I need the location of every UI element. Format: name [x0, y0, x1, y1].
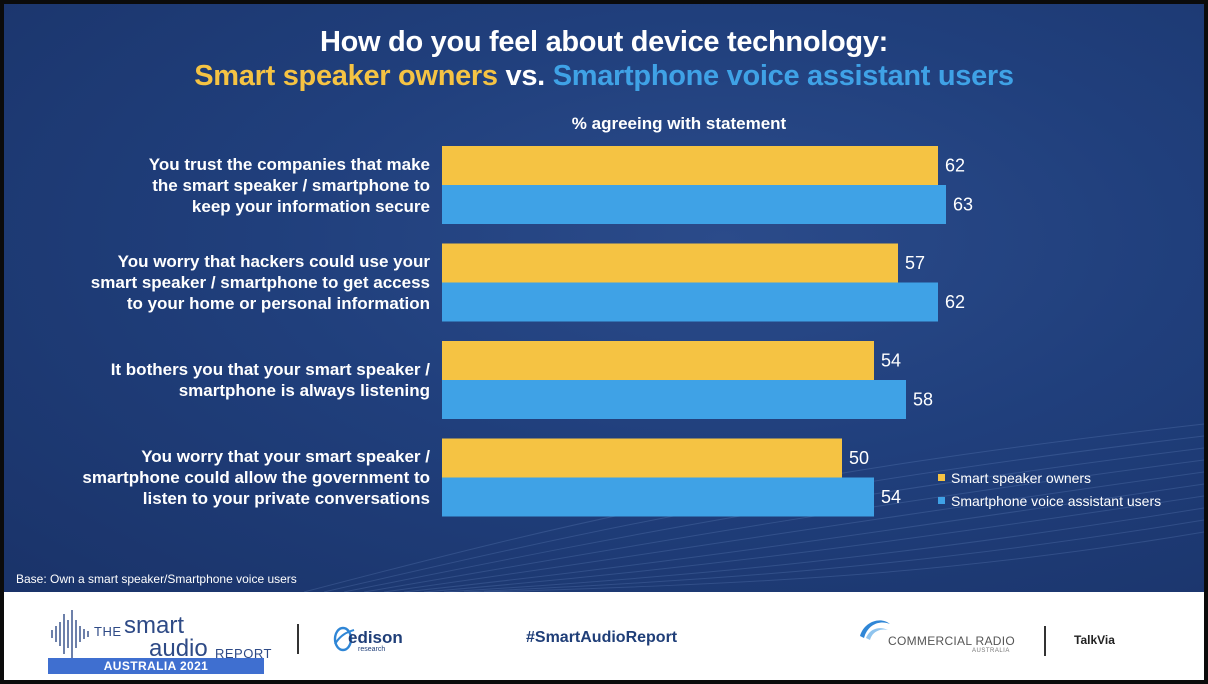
- category-label-2: You worry that hackers could use your sm…: [90, 252, 430, 313]
- legend-swatch-yellow: [938, 474, 945, 481]
- edison-wordmark: edison: [348, 628, 403, 647]
- bar-smart-speaker-2: [442, 243, 898, 283]
- base-note: Base: Own a smart speaker/Smartphone voi…: [16, 572, 297, 586]
- background-waves: [303, 423, 1204, 592]
- bar-smart-speaker-3: [442, 341, 874, 380]
- chart-title-comparison: Smart speaker owners vs. Smartphone voic…: [4, 60, 1204, 93]
- bar-smartphone-2: [442, 282, 938, 322]
- logo-smart: smart: [124, 612, 184, 639]
- category-label-4: You worry that your smart speaker / smar…: [82, 447, 430, 508]
- commercial-radio-wordmark: COMMERCIAL RADIO: [888, 634, 1016, 648]
- data-label: 57: [905, 253, 925, 273]
- legend-item-smartphone: Smartphone voice assistant users: [938, 489, 1161, 512]
- title-vs: vs.: [497, 60, 553, 92]
- legend-label: Smartphone voice assistant users: [951, 492, 1162, 509]
- footer-divider: [1044, 626, 1046, 656]
- chart-subtitle: % agreeing with statement: [571, 114, 787, 133]
- edison-swirl-icon: [333, 626, 355, 652]
- logo-the: THE: [94, 624, 122, 639]
- data-label: 63: [953, 195, 973, 215]
- chart-panel: How do you feel about device technology:…: [4, 4, 1204, 592]
- data-label: 58: [913, 390, 933, 410]
- bar-smartphone-3: [442, 380, 906, 419]
- bar-smart-speaker-4: [442, 438, 842, 478]
- legend-item-smart-speaker: Smart speaker owners: [938, 466, 1161, 489]
- legend: Smart speaker owners Smartphone voice as…: [938, 466, 1161, 512]
- commercial-radio-arc-icon: [860, 620, 890, 640]
- data-label: 62: [945, 292, 965, 312]
- chart-title: How do you feel about device technology:: [319, 26, 889, 58]
- footer-divider: [297, 624, 299, 654]
- hashtag: #SmartAudioReport: [526, 629, 678, 646]
- legend-swatch-blue: [938, 497, 945, 504]
- slide: How do you feel about device technology:…: [4, 4, 1204, 680]
- commercial-radio-subtext: AUSTRALIA: [972, 648, 1010, 654]
- commercial-radio-logo: COMMERCIAL RADIO AUSTRALIA: [856, 614, 1026, 664]
- smart-audio-report-logo: THE smart audio REPORT AUSTRALIA 2021: [48, 602, 271, 678]
- edison-research-logo: edison research: [332, 622, 422, 662]
- data-label: 54: [881, 487, 901, 507]
- title-series-a: Smart speaker owners: [194, 60, 498, 92]
- soundwave-icon: [51, 610, 89, 658]
- category-label-3: It bothers you that your smart speaker /…: [110, 360, 430, 400]
- data-label: 54: [881, 351, 901, 371]
- data-label: 62: [945, 156, 965, 176]
- logo-audio: audio: [149, 635, 208, 662]
- talkvia-logo: TalkVia: [1074, 633, 1115, 647]
- footer: THE smart audio REPORT AUSTRALIA 2021 ed…: [4, 592, 1204, 680]
- logo-report: REPORT: [215, 646, 272, 661]
- data-label: 50: [849, 448, 869, 468]
- bar-chart: 62 63 57 62 54 58 50 54: [442, 146, 973, 517]
- bar-smartphone-4: [442, 477, 874, 517]
- edison-subtext: research: [358, 646, 386, 653]
- bar-smartphone-1: [442, 185, 946, 224]
- logo-edition-band: AUSTRALIA 2021: [48, 658, 264, 674]
- title-series-b: Smartphone voice assistant users: [552, 60, 1014, 92]
- category-label-1: You trust the companies that make the sm…: [148, 154, 430, 216]
- legend-label: Smart speaker owners: [951, 469, 1092, 486]
- bar-smart-speaker-1: [442, 146, 938, 185]
